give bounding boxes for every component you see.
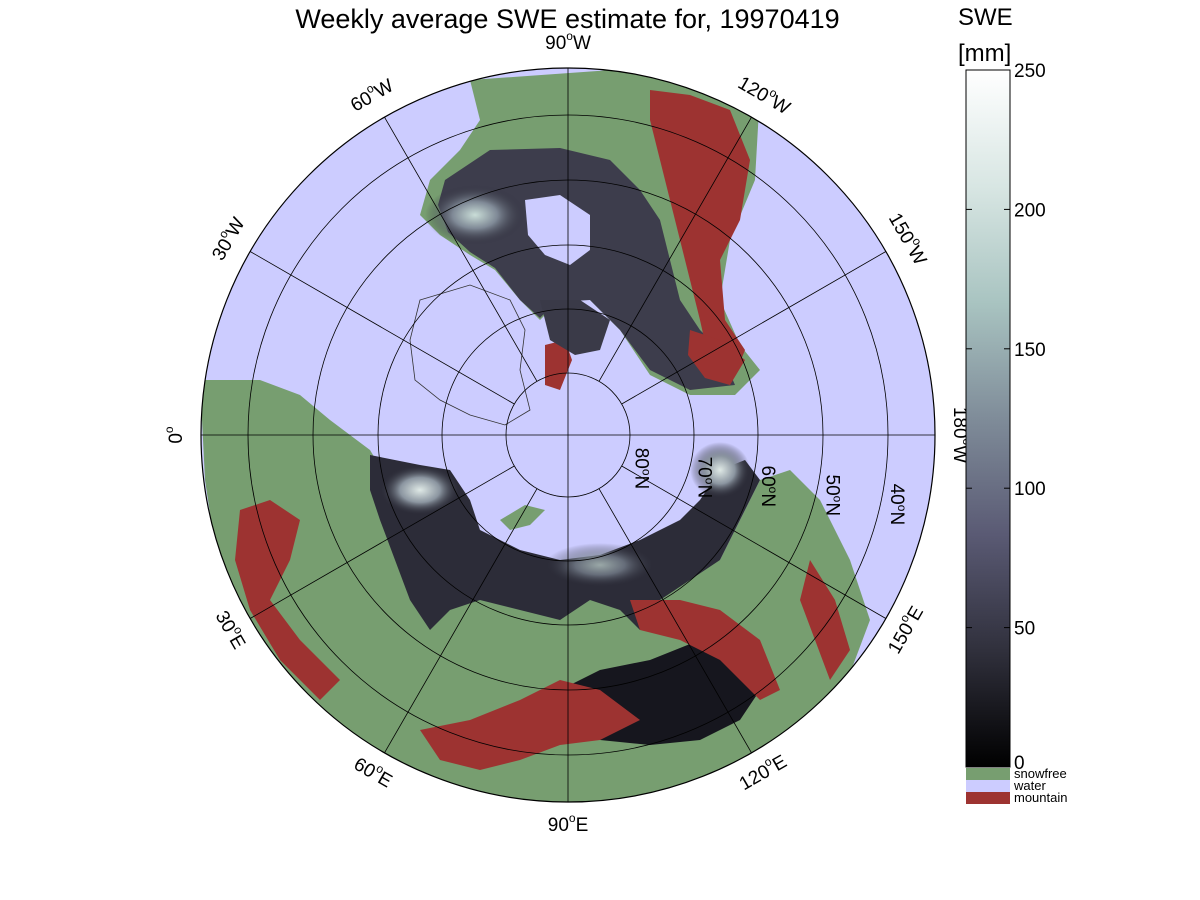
meridians bbox=[201, 68, 935, 802]
snow-peak-siberia bbox=[545, 543, 655, 587]
colorbar-tick-label: 0 bbox=[1014, 753, 1025, 774]
longitude-label: 90oE bbox=[548, 811, 589, 836]
colorbar-tick-label: 50 bbox=[1014, 619, 1035, 640]
colorbar-tick-label: 200 bbox=[1014, 200, 1046, 221]
meridian-line bbox=[621, 465, 887, 619]
longitude-label: 30oW bbox=[205, 212, 249, 264]
map-boundary bbox=[200, 67, 936, 803]
snow-peak-kamchatka bbox=[690, 442, 750, 498]
mountains-europe bbox=[235, 500, 340, 700]
latitude-label: 50oN bbox=[822, 475, 845, 517]
longitude-label: 60oW bbox=[345, 72, 397, 116]
meridian-line bbox=[598, 116, 752, 382]
colorbar-gradient bbox=[966, 70, 1010, 767]
longitude-label: 60oE bbox=[350, 751, 398, 793]
graticule bbox=[200, 67, 936, 803]
colorbar-tick-label: 150 bbox=[1014, 340, 1046, 361]
legend-label: water bbox=[1013, 778, 1046, 793]
colorbar-tick-label: 100 bbox=[1014, 479, 1046, 500]
mountains-pacific-rim bbox=[800, 560, 850, 680]
longitude-label: 90oW bbox=[545, 29, 591, 54]
colorbar-tick-label: 250 bbox=[1014, 61, 1046, 82]
mountains-rockies bbox=[650, 90, 750, 375]
meridian-line bbox=[249, 251, 515, 405]
latitude-labels: 80oN 70oN 60oN 50oN 40oN bbox=[630, 448, 909, 525]
arctic-archipelago bbox=[540, 300, 610, 355]
longitude-label: 0o bbox=[162, 426, 187, 444]
legend-swatch bbox=[966, 780, 1010, 792]
longitude-label: 150oW bbox=[884, 208, 934, 269]
novaya-zemlya bbox=[500, 505, 545, 530]
greenland-outline bbox=[409, 284, 531, 426]
mountains-alaska bbox=[688, 330, 745, 385]
colorbar-frame bbox=[965, 69, 1011, 768]
hudson-bay bbox=[525, 195, 590, 265]
colorbar-title: SWE bbox=[958, 4, 1013, 31]
mountains-himalaya bbox=[420, 680, 640, 770]
meridian-line bbox=[384, 116, 538, 382]
svalbard bbox=[545, 340, 572, 390]
legend-label: mountain bbox=[1014, 790, 1067, 805]
meridian-line bbox=[598, 488, 752, 754]
latitude-label: 60oN bbox=[757, 466, 780, 508]
meridian-line bbox=[621, 251, 887, 405]
longitude-label: 120oW bbox=[734, 69, 795, 119]
snow-peak-scandinavia bbox=[380, 465, 460, 515]
legend-label: snowfree bbox=[1014, 766, 1067, 781]
snow-eurasia bbox=[370, 455, 760, 630]
meridian-line bbox=[249, 465, 515, 619]
meridian-line bbox=[384, 488, 538, 754]
colorbar-ticks: 250 200 150 100 50 0 bbox=[966, 61, 1046, 774]
legend-swatch bbox=[966, 768, 1010, 780]
colorbar-units: [mm] bbox=[958, 40, 1012, 67]
map-title: Weekly average SWE estimate for, 1997041… bbox=[295, 4, 840, 34]
latitude-label: 70oN bbox=[694, 457, 717, 499]
legend-swatch bbox=[966, 792, 1010, 804]
snow-peak-labrador bbox=[425, 185, 525, 245]
longitude-label: 30oE bbox=[211, 606, 253, 654]
latitude-label: 80oN bbox=[630, 448, 653, 490]
map-disk bbox=[201, 68, 935, 802]
latitude-label: 40oN bbox=[886, 484, 909, 526]
